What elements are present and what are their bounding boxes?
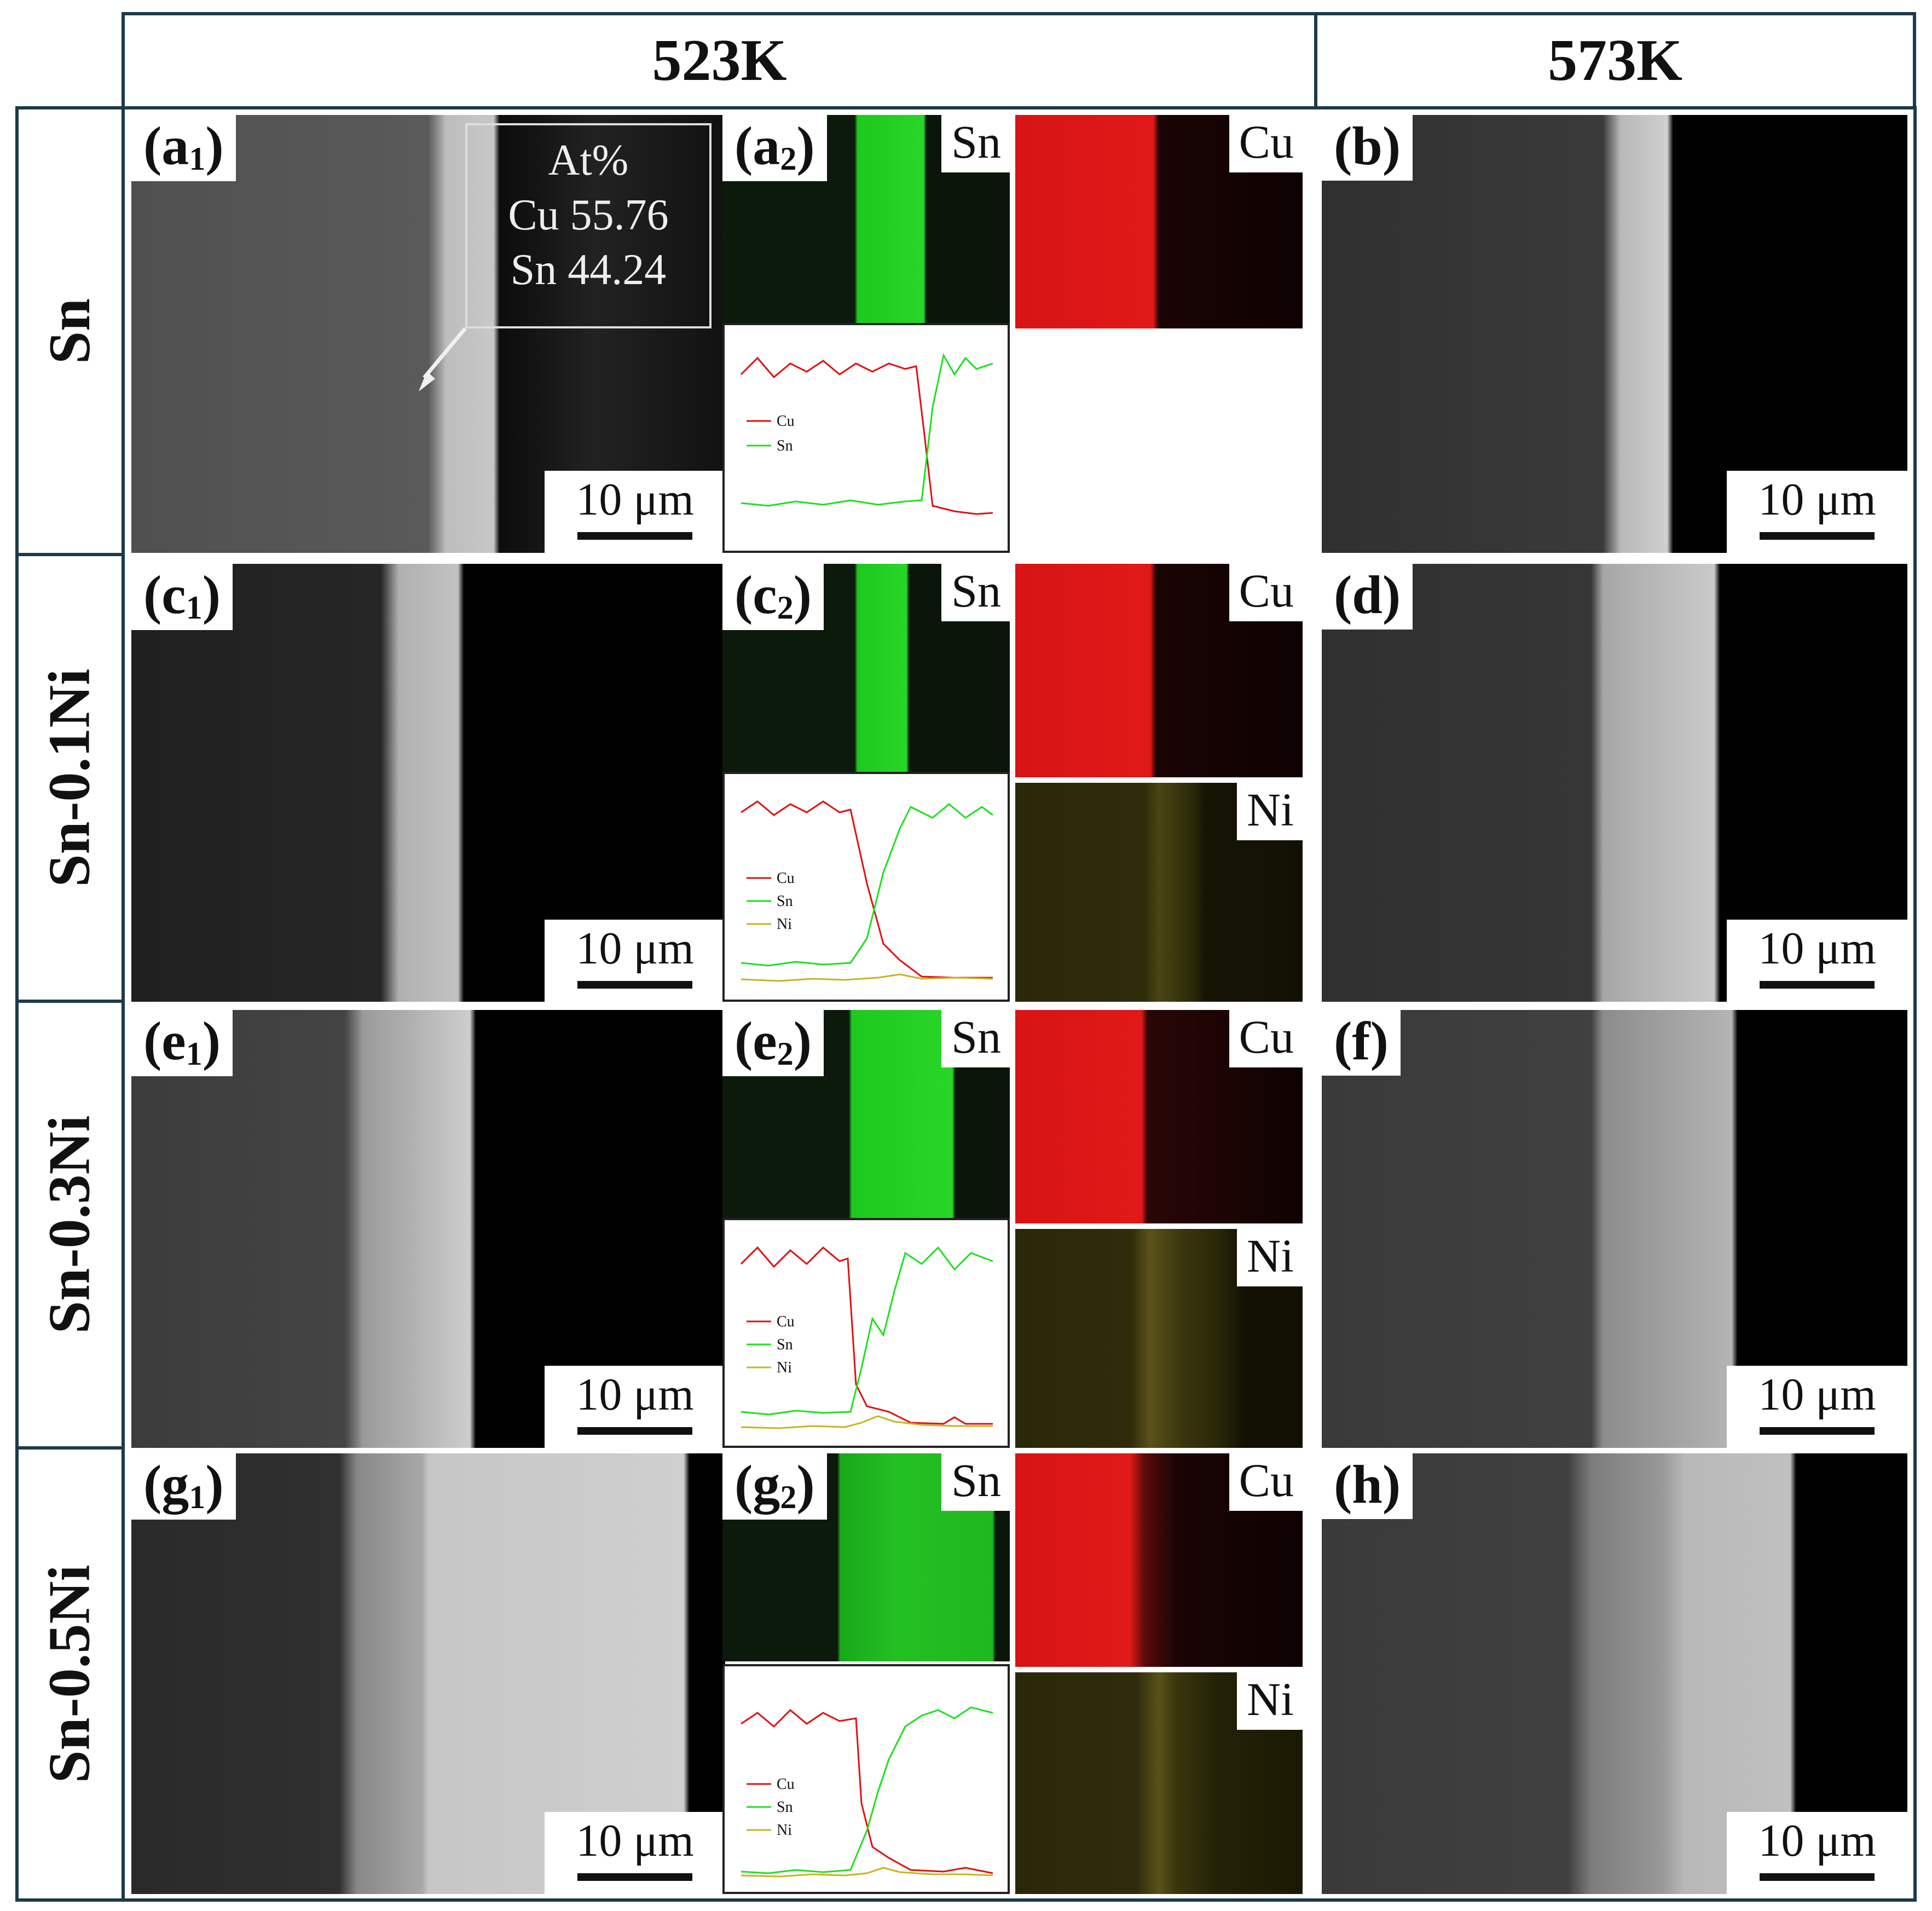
sem-image-a1: (a1) At% Cu 55.76 Sn 44.24 10 μm	[131, 115, 725, 553]
map-tag-ni: Ni	[1237, 783, 1303, 840]
legend-sn: Sn	[777, 437, 793, 454]
ni-map-c2: Ni	[1015, 783, 1303, 1002]
composition-arrow	[419, 327, 467, 391]
ni-line	[741, 1867, 993, 1878]
header-573k: 573K	[1314, 12, 1916, 109]
sn-map-g2: (g2) Sn	[722, 1453, 1010, 1661]
map-tag-sn: Sn	[941, 115, 1010, 172]
line-scan-e2: Cu Sn Ni	[722, 1218, 1010, 1448]
sn-map-c2: (c2) Sn	[722, 564, 1010, 772]
sem-image-g1: (g1) 10 μm	[131, 1453, 725, 1894]
row-header-sn-0.1ni: Sn-0.1Ni	[15, 553, 125, 1003]
cu-line	[741, 800, 993, 979]
panel-label-h: (h)	[1322, 1453, 1413, 1519]
cu-map-c2: Cu	[1015, 564, 1303, 777]
ni-line	[741, 973, 993, 982]
sn-map-e2: (e2) Sn	[722, 1010, 1010, 1218]
sn-map-a2: (a2) Sn	[722, 115, 1010, 323]
map-tag-cu: Cu	[1229, 1010, 1303, 1067]
sn-line	[741, 353, 993, 507]
cu-line	[740, 356, 993, 515]
sem-image-e1: (e1) 10 μm	[131, 1010, 725, 1448]
row-header-sn-0.5ni: Sn-0.5Ni	[15, 1446, 125, 1902]
line-scan-a2: Cu Sn	[722, 323, 1010, 553]
map-tag-sn: Sn	[941, 1010, 1010, 1067]
composition-box: At% Cu 55.76 Sn 44.24	[465, 123, 712, 328]
scale-bar-c1: 10 μm	[545, 920, 725, 1002]
sem-image-b: (b) 10 μm	[1322, 115, 1907, 553]
map-tag-ni: Ni	[1237, 1229, 1303, 1286]
sn-line	[741, 1246, 993, 1416]
panel-label-e2: (e2)	[722, 1010, 824, 1076]
map-tag-cu: Cu	[1229, 564, 1303, 621]
cu-line	[741, 1708, 993, 1874]
cu-map-g2: Cu	[1015, 1453, 1303, 1667]
cu-map-e2: Cu	[1015, 1010, 1303, 1223]
legend-sn: Sn	[777, 1799, 793, 1816]
map-tag-cu: Cu	[1229, 115, 1303, 172]
legend-ni: Ni	[777, 916, 792, 933]
sem-image-f: (f) 10 μm	[1322, 1010, 1907, 1448]
scale-bar-f: 10 μm	[1727, 1366, 1907, 1448]
cu-line	[740, 1246, 993, 1425]
sem-image-c1: (c1) 10 μm	[131, 564, 725, 1002]
panel-label-a2: (a2)	[722, 115, 827, 181]
row-header-sn-0.3ni: Sn-0.3Ni	[15, 1000, 125, 1450]
header-523k: 523K	[122, 12, 1317, 109]
legend-ni: Ni	[777, 1359, 792, 1376]
legend-cu: Cu	[777, 1313, 795, 1330]
cu-map-a2: Cu	[1015, 115, 1303, 328]
ni-map-e2: Ni	[1015, 1229, 1303, 1448]
scale-bar-g1: 10 μm	[545, 1812, 725, 1894]
composition-title: At%	[548, 136, 629, 184]
legend-sn: Sn	[777, 893, 793, 910]
row-label: Sn-0.5Ni	[37, 1564, 102, 1783]
header-523k-text: 523K	[652, 28, 787, 93]
sem-image-h: (h) 10 μm	[1322, 1453, 1907, 1894]
ni-line	[741, 1415, 993, 1429]
panel-label-d: (d)	[1322, 564, 1413, 630]
row-header-sn: Sn	[15, 106, 125, 556]
scale-bar-b: 10 μm	[1727, 471, 1907, 553]
row-label: Sn	[37, 298, 102, 365]
scale-bar-h: 10 μm	[1727, 1812, 1907, 1894]
legend-cu: Cu	[777, 1776, 795, 1793]
panel-label-a1: (a1)	[131, 115, 236, 181]
map-tag-ni: Ni	[1237, 1672, 1303, 1730]
scale-bar-e1: 10 μm	[545, 1366, 725, 1448]
sn-line	[741, 1706, 993, 1874]
map-tag-sn: Sn	[941, 564, 1010, 621]
legend-sn: Sn	[777, 1336, 793, 1353]
row-label: Sn-0.1Ni	[37, 668, 102, 887]
legend-cu: Cu	[777, 413, 795, 430]
panel-label-c2: (c2)	[722, 564, 824, 630]
map-tag-sn: Sn	[941, 1453, 1010, 1511]
panel-label-g1: (g1)	[131, 1453, 236, 1520]
line-scan-c2: Cu Sn Ni	[722, 772, 1010, 1002]
header-573k-text: 573K	[1547, 28, 1682, 93]
panel-label-f: (f)	[1322, 1010, 1401, 1076]
panel-label-e1: (e1)	[131, 1010, 233, 1076]
scale-bar-a1: 10 μm	[545, 471, 725, 553]
map-tag-cu: Cu	[1229, 1453, 1303, 1511]
legend-ni: Ni	[777, 1822, 792, 1839]
panel-label-g2: (g2)	[722, 1453, 827, 1520]
scale-bar-d: 10 μm	[1727, 920, 1907, 1002]
panel-label-c1: (c1)	[131, 564, 233, 630]
composition-sn: Sn 44.24	[510, 246, 667, 294]
sem-image-d: (d) 10 μm	[1322, 564, 1907, 1002]
sn-line	[741, 803, 993, 967]
line-scan-g2: Cu Sn Ni	[722, 1664, 1010, 1894]
row-label: Sn-0.3Ni	[37, 1115, 102, 1334]
ni-map-g2: Ni	[1015, 1672, 1303, 1894]
composition-cu: Cu 55.76	[508, 191, 669, 239]
legend-cu: Cu	[777, 870, 795, 887]
panel-label-b: (b)	[1322, 115, 1413, 181]
